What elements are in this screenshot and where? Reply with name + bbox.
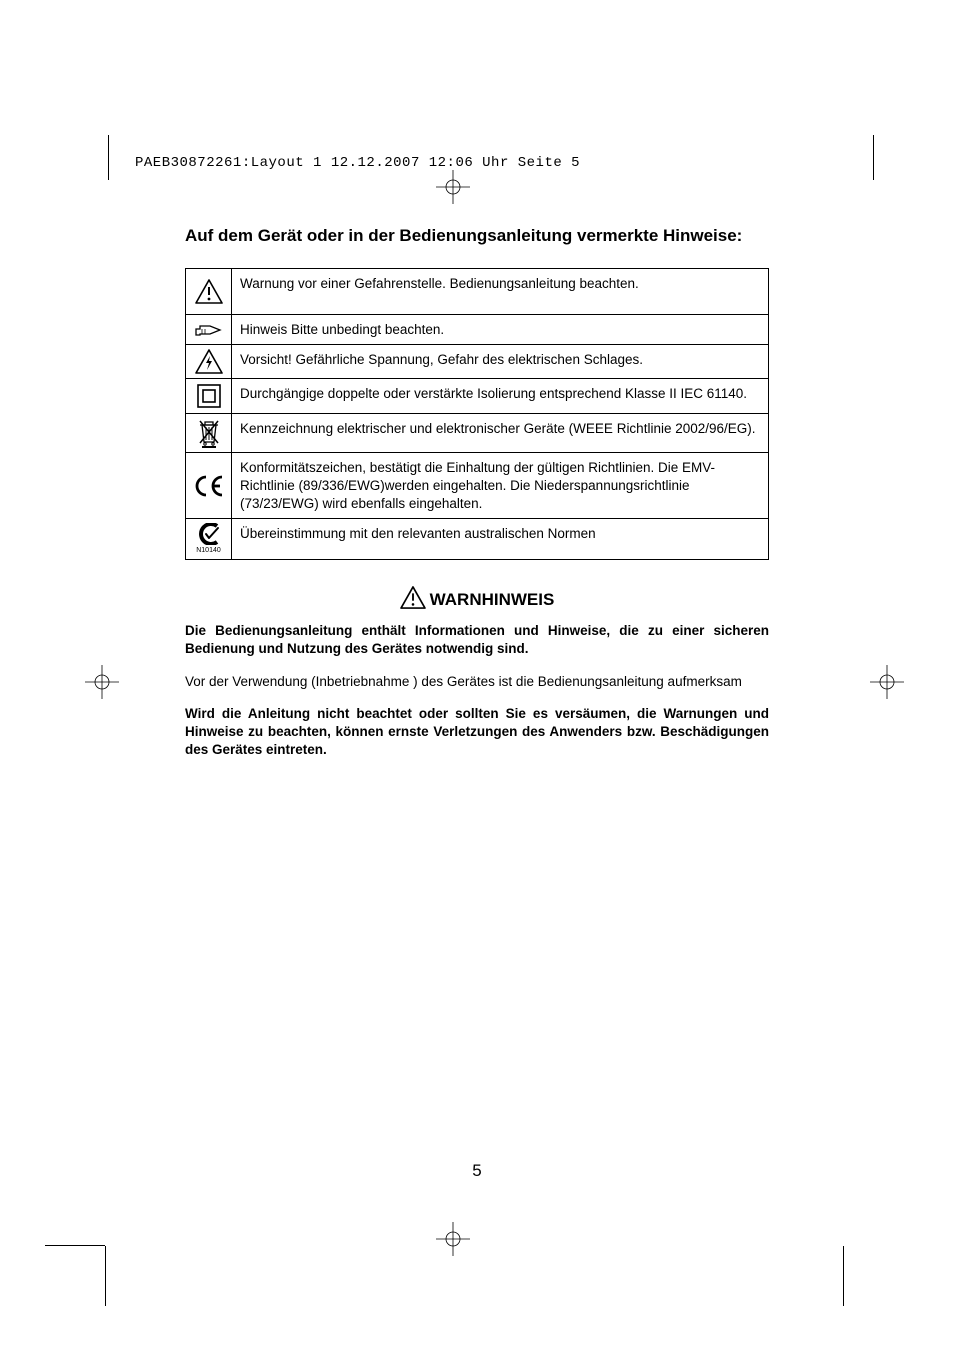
table-row: Kennzeichnung elektrischer und elektroni… <box>186 414 769 453</box>
print-header: PAEB30872261:Layout 1 12.12.2007 12:06 U… <box>135 155 580 171</box>
crop-mark <box>843 1246 844 1306</box>
warning-p1: Die Bedienungsanleitung enthält Informat… <box>185 622 769 658</box>
crop-mark <box>45 1245 105 1246</box>
table-row: N10140 Übereinstimmung mit den relevante… <box>186 519 769 560</box>
n-number: N10140 <box>188 546 229 555</box>
table-row: Durchgängige doppelte oder verstärkte Is… <box>186 379 769 414</box>
warning-p3: Wird die Anleitung nicht beachtet oder s… <box>185 705 769 760</box>
weee-bin-icon <box>186 414 232 453</box>
registration-mark-bottom <box>436 1222 470 1261</box>
warning-p2: Vor der Verwendung (Inbetriebnahme ) des… <box>185 673 769 691</box>
table-row: Konformitätszeichen, bestätigt die Einha… <box>186 453 769 519</box>
cell-text: Hinweis Bitte unbedingt beachten. <box>232 314 769 345</box>
crop-mark <box>108 135 109 180</box>
page-number: 5 <box>0 1161 954 1181</box>
voltage-warning-icon <box>186 345 232 379</box>
table-row: Hinweis Bitte unbedingt beachten. <box>186 314 769 345</box>
hand-pointing-icon <box>186 314 232 345</box>
section-title: Auf dem Gerät oder in der Bedienungsanle… <box>185 225 769 248</box>
ce-mark-icon <box>186 453 232 519</box>
table-row: Vorsicht! Gefährliche Spannung, Gefahr d… <box>186 345 769 379</box>
crop-mark <box>873 135 874 180</box>
symbols-table: Warnung vor einer Gefahrenstelle. Bedien… <box>185 268 769 560</box>
page: PAEB30872261:Layout 1 12.12.2007 12:06 U… <box>0 0 954 1351</box>
cell-text: Vorsicht! Gefährliche Spannung, Gefahr d… <box>232 345 769 379</box>
cell-text: Warnung vor einer Gefahrenstelle. Bedien… <box>232 268 769 314</box>
table-row: Warnung vor einer Gefahrenstelle. Bedien… <box>186 268 769 314</box>
registration-mark-right <box>870 665 904 704</box>
crop-mark <box>105 1246 106 1306</box>
registration-mark-left <box>85 665 119 704</box>
cell-text: Konformitätszeichen, bestätigt die Einha… <box>232 453 769 519</box>
double-insulation-icon <box>186 379 232 414</box>
cell-text: Kennzeichnung elektrischer und elektroni… <box>232 414 769 453</box>
warning-triangle-icon <box>186 268 232 314</box>
warning-heading-text: WARNHINWEIS <box>430 590 555 609</box>
cell-text: Durchgängige doppelte oder verstärkte Is… <box>232 379 769 414</box>
c-tick-icon: N10140 <box>186 519 232 560</box>
cell-text: Übereinstimmung mit den relevanten austr… <box>232 519 769 560</box>
registration-mark-top <box>436 170 470 209</box>
warning-heading: WARNHINWEIS <box>185 586 769 610</box>
